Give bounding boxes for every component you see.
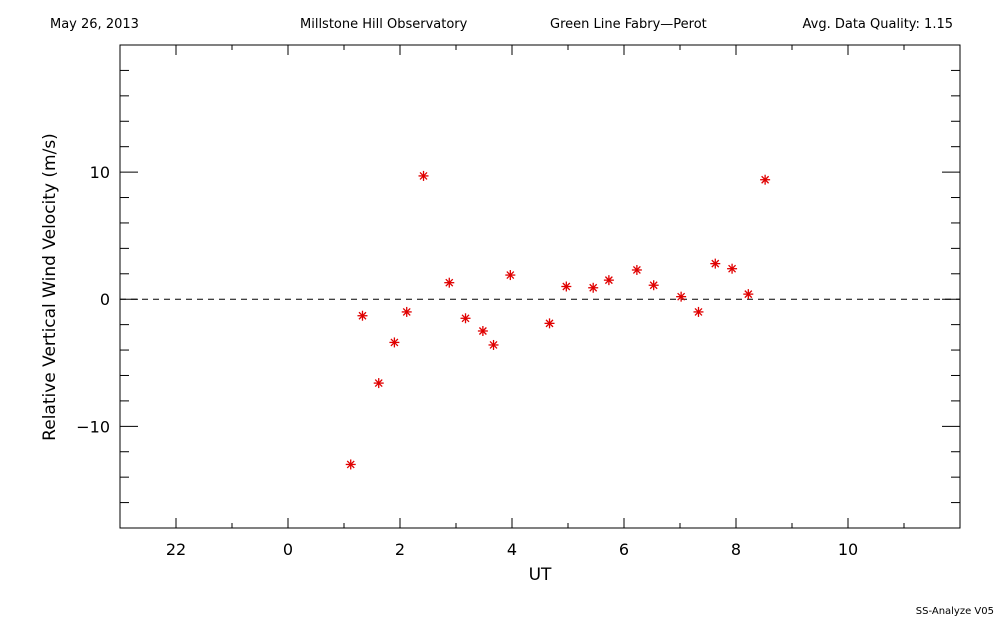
data-point (710, 258, 721, 269)
instrument-label: Green Line Fabry—Perot (550, 17, 707, 32)
data-point (544, 318, 555, 329)
data-point (603, 275, 614, 286)
y-axis-label: Relative Vertical Wind Velocity (m/s) (40, 133, 60, 441)
data-point (477, 325, 488, 336)
data-point (389, 337, 400, 348)
x-tick-label: 6 (619, 540, 629, 559)
plot-frame (119, 44, 961, 529)
data-point (488, 339, 499, 350)
data-point (345, 459, 356, 470)
date-label: May 26, 2013 (50, 17, 139, 32)
x-tick-label: 22 (166, 540, 186, 559)
data-point (631, 264, 642, 275)
data-point (460, 313, 471, 324)
y-tick-label: 0 (100, 290, 110, 309)
data-point (505, 270, 516, 281)
software-version-label: SS-Analyze V05 (915, 606, 994, 617)
data-point (561, 281, 572, 292)
data-point (401, 306, 412, 317)
data-point (648, 280, 659, 291)
data-point (357, 310, 368, 321)
y-tick-labels: 10 0 −10 (76, 163, 110, 436)
data-point (373, 378, 384, 389)
data-point (588, 282, 599, 293)
data-point (418, 170, 429, 181)
y-tick-label: 10 (90, 163, 110, 182)
x-tick-label: 8 (731, 540, 741, 559)
x-tick-label: 2 (395, 540, 405, 559)
data-point (727, 263, 738, 274)
x-tick-label: 10 (838, 540, 858, 559)
data-point (693, 306, 704, 317)
x-tick-label: 4 (507, 540, 517, 559)
data-point (743, 289, 754, 300)
data-quality-label: Avg. Data Quality: 1.15 (802, 17, 953, 32)
data-point (760, 174, 771, 185)
y-tick-label: −10 (76, 417, 110, 436)
observatory-label: Millstone Hill Observatory (300, 17, 468, 32)
data-point (444, 277, 455, 288)
data-points (345, 170, 771, 470)
data-point (676, 291, 687, 302)
x-tick-label: 0 (283, 540, 293, 559)
x-tick-labels: 22 0 2 4 6 8 10 (166, 540, 858, 559)
x-axis-label: UT (529, 565, 552, 585)
axis-ticks (119, 44, 961, 529)
